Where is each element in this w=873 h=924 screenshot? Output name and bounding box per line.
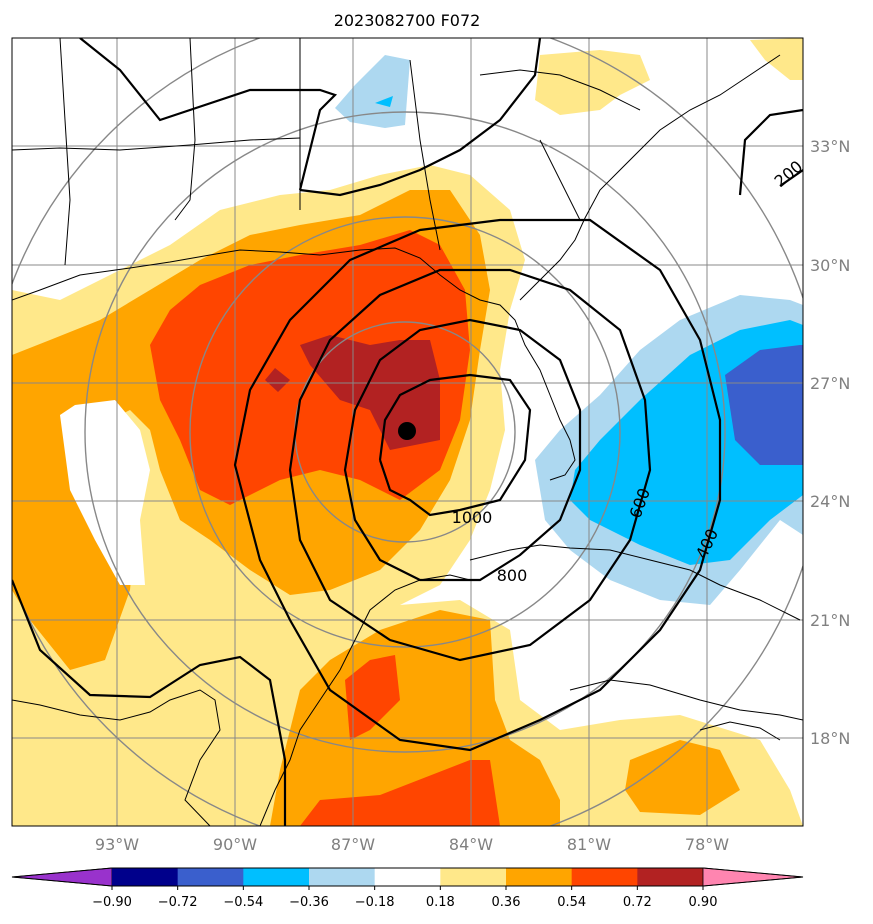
anomaly-fill-pos-3b	[345, 655, 400, 740]
anomaly-fill-pos-1b	[535, 50, 650, 115]
negative-anomaly-shading	[335, 55, 803, 605]
colorbar-segment	[177, 868, 244, 886]
colorbar-tick-label: −0.72	[158, 895, 198, 910]
positive-anomaly-shading	[12, 38, 803, 826]
contour-200-e	[779, 169, 803, 187]
colorbar-tick-label: −0.90	[92, 895, 132, 910]
contour-200-a	[12, 579, 287, 826]
contour-600	[288, 268, 652, 662]
lon-label: 84°W	[449, 835, 493, 854]
lon-label: 81°W	[567, 835, 611, 854]
colorbar-segment	[309, 868, 376, 886]
colorbar-segment	[506, 868, 573, 886]
anomaly-fill-neg-3	[725, 345, 803, 465]
graticule	[12, 38, 803, 826]
colorbar-segment	[243, 868, 310, 886]
lat-label: 21°N	[810, 611, 850, 630]
colorbar-tick-label: −0.36	[289, 895, 329, 910]
contour-1000	[378, 373, 532, 517]
colorbar-segment	[374, 868, 441, 886]
colorbar-tick-label: −0.18	[355, 895, 395, 910]
contour-label-800: 800	[497, 566, 528, 585]
lon-label: 78°W	[685, 835, 729, 854]
anomaly-fill-pos-4b	[265, 368, 290, 392]
lon-label: 87°W	[331, 835, 375, 854]
lat-label: 18°N	[810, 729, 850, 748]
colorbar-extend-high	[702, 867, 804, 887]
colorbar-tick-label: 0.90	[689, 895, 718, 910]
storm-center-marker	[398, 422, 416, 440]
lon-label: 93°W	[95, 835, 139, 854]
map-title: 2023082700 F072	[334, 11, 481, 30]
contour-800	[343, 318, 582, 582]
colorbar-tick-label: 0.72	[623, 895, 652, 910]
colorbar-segment	[112, 868, 179, 886]
colorbar-tick-label: 0.54	[557, 895, 586, 910]
colorbar-tick-label: 0.36	[492, 895, 521, 910]
anomaly-fill-pos-3c	[300, 760, 500, 826]
lon-label: 90°W	[213, 835, 257, 854]
lat-label: 24°N	[810, 492, 850, 511]
lat-label: 30°N	[810, 256, 850, 275]
colorbar-tick-label: 0.18	[426, 895, 455, 910]
colorbar: −0.90 −0.72 −0.54 −0.36 −0.18 0.18 0.36 0.54 0.7…	[11, 867, 804, 910]
anomaly-fill-pos-1c	[750, 38, 803, 80]
contour-200-b	[299, 38, 542, 197]
colorbar-segment	[440, 868, 507, 886]
contour-400	[233, 218, 722, 752]
anomaly-fill-pos-4	[300, 335, 440, 450]
anomaly-fill-pos-2c	[625, 740, 740, 815]
contour-label-1000: 1000	[452, 508, 493, 527]
anomaly-fill-neg-2b	[375, 96, 393, 107]
colorbar-tick-label: −0.54	[223, 895, 263, 910]
colorbar-segment	[637, 868, 704, 886]
map-area: 1000 800 600 400 200	[12, 38, 803, 826]
lat-label: 27°N	[810, 374, 850, 393]
map-frame	[11, 37, 804, 827]
colorbar-extend-low	[11, 867, 113, 887]
range-rings	[12, 38, 803, 826]
anomaly-fill-neg-1b	[335, 55, 410, 128]
latitude-labels: 33°N 30°N 27°N 24°N 21°N 18°N	[810, 137, 850, 748]
contour-200-d	[738, 108, 803, 196]
neutral-region-west	[60, 400, 150, 585]
colorbar-segment	[571, 868, 638, 886]
lat-label: 33°N	[810, 137, 850, 156]
contour-200-c	[79, 38, 338, 191]
longitude-labels: 93°W 90°W 87°W 84°W 81°W 78°W	[95, 835, 729, 854]
height-contours	[12, 38, 803, 826]
